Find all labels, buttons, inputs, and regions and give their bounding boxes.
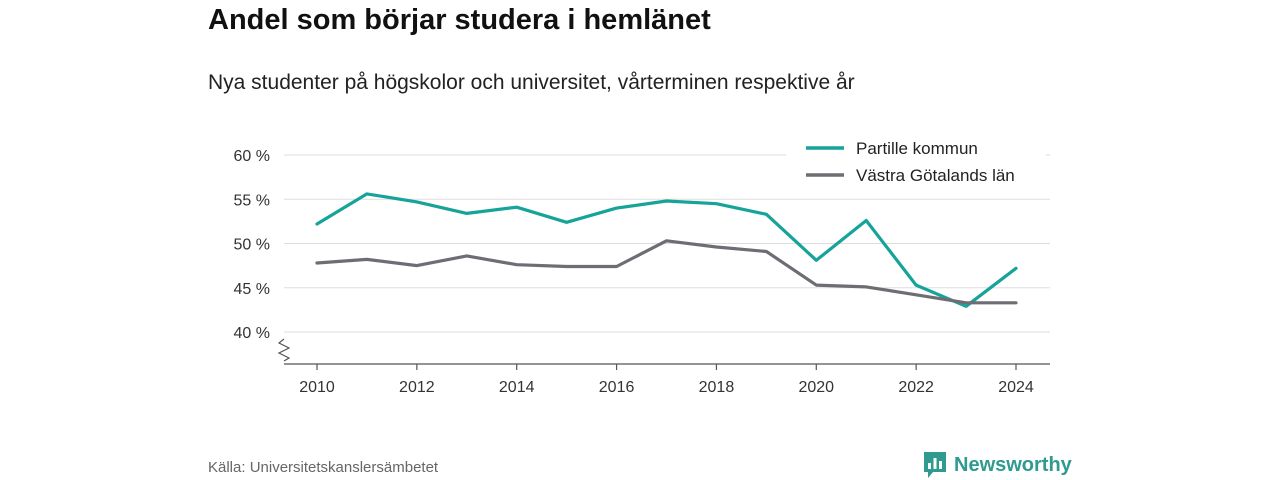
x-tick-label: 2024 bbox=[998, 379, 1034, 396]
x-tick-label: 2014 bbox=[499, 379, 535, 396]
x-tick-label: 2022 bbox=[898, 379, 934, 396]
y-tick-label: 40 % bbox=[234, 325, 270, 342]
x-tick-label: 2016 bbox=[599, 379, 635, 396]
source-note: Källa: Universitetskanslersämbetet bbox=[208, 459, 439, 476]
series-line-partille bbox=[315, 192, 1018, 308]
y-tick-label: 60 % bbox=[234, 148, 270, 165]
x-tick-label: 2018 bbox=[699, 379, 735, 396]
y-tick-label: 45 % bbox=[234, 281, 270, 298]
legend-label: Västra Götalands län bbox=[856, 166, 1015, 185]
chart-title: Andel som börjar studera i hemlänet bbox=[208, 4, 711, 36]
newsworthy-logo-icon bbox=[924, 452, 946, 478]
y-tick-label: 50 % bbox=[234, 237, 270, 254]
legend-background bbox=[786, 133, 1046, 193]
x-tick-label: 2012 bbox=[399, 379, 435, 396]
series-line-vastra-gotaland bbox=[315, 239, 1018, 305]
axis-break-icon bbox=[277, 338, 291, 362]
legend-label: Partille kommun bbox=[856, 139, 978, 158]
brand-name: Newsworthy bbox=[954, 453, 1072, 476]
chart-subtitle: Nya studenter på högskolor och universit… bbox=[208, 71, 855, 94]
brand: Newsworthy bbox=[922, 450, 1072, 480]
x-tick-label: 2010 bbox=[299, 379, 335, 396]
y-tick-label: 55 % bbox=[234, 192, 270, 209]
x-tick-label: 2020 bbox=[798, 379, 834, 396]
